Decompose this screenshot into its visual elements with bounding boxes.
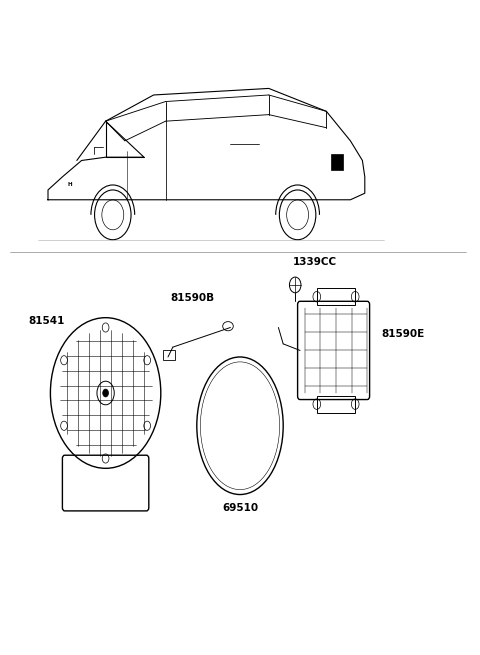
Text: H: H [67, 182, 72, 187]
Bar [163, 350, 175, 360]
Text: 81541: 81541 [29, 316, 65, 326]
Text: 1339CC: 1339CC [293, 257, 337, 267]
Text: 69510: 69510 [222, 502, 258, 513]
Polygon shape [331, 154, 343, 170]
Bar [317, 396, 355, 413]
Circle shape [103, 389, 108, 397]
Text: 81590B: 81590B [170, 293, 215, 303]
Text: 81590E: 81590E [382, 329, 425, 339]
Bar [317, 288, 355, 305]
